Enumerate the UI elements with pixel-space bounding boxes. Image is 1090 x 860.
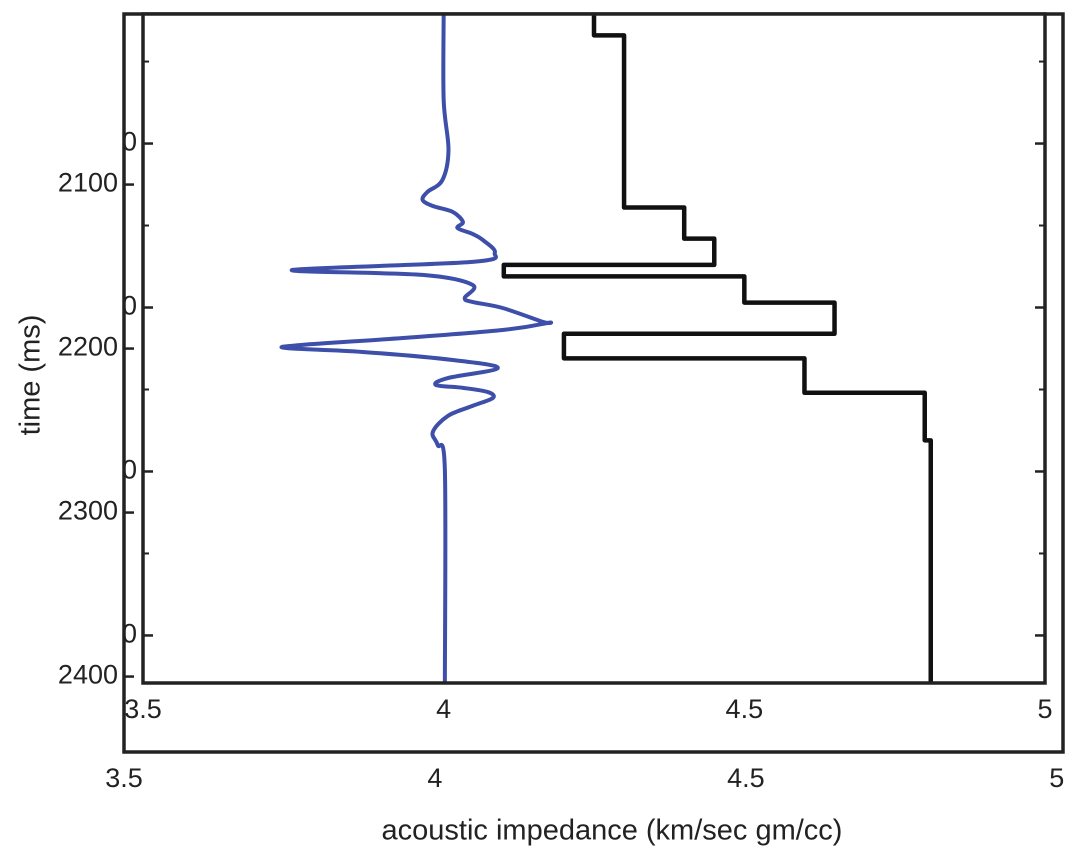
- y-tick-label: 0: [122, 291, 137, 321]
- x-tick-label: 5: [1049, 763, 1064, 793]
- inner-axes: 3.5 4 4.5 5 0 0 0 0: [122, 12, 1053, 724]
- plot-frame: [141, 12, 1047, 685]
- trace: [501, 14, 933, 683]
- outer-axes: 3.5 4 4.5 5 2100 2200 2300 2400: [58, 12, 1065, 793]
- y-tick-label: 2300: [58, 496, 118, 526]
- y-tick-label: 2100: [58, 168, 118, 198]
- x-tick-label: 5: [1037, 694, 1052, 724]
- y-tick-label: 0: [122, 619, 137, 649]
- y-tick-label: 0: [122, 127, 137, 157]
- tick-labels: 3.5 4 4.5 5 2100 2200 2300 2400: [58, 168, 1064, 793]
- y-axis-label: time (ms): [15, 315, 47, 436]
- tick-labels: 3.5 4 4.5 5 0 0 0 0: [122, 127, 1053, 724]
- x-tick-label: 4.5: [726, 694, 764, 724]
- inner-background: [143, 14, 1045, 683]
- x-tick-label: 3.5: [124, 694, 162, 724]
- x-tick-label: 4: [436, 694, 451, 724]
- x-tick-label: 4: [427, 763, 442, 793]
- x-tick-label: 3.5: [105, 763, 143, 793]
- trace: [279, 13, 554, 684]
- y-tick-label: 0: [122, 455, 137, 485]
- x-axis-label: acoustic impedance (km/sec gm/cc): [382, 815, 843, 847]
- y-tick-label: 2400: [58, 660, 118, 690]
- x-tick-label: 4.5: [727, 763, 765, 793]
- y-tick-label: 2200: [58, 332, 118, 362]
